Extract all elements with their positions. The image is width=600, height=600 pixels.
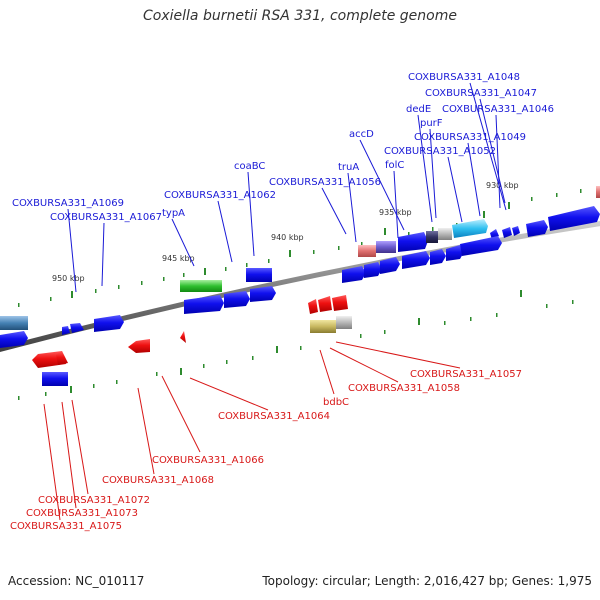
gene-arrow[interactable] [70,323,84,333]
gene-label[interactable]: COXBURSA331_A1064 [218,411,330,422]
gene-blue-rev[interactable] [42,372,68,386]
gene-label[interactable]: COXBURSA331_A1062 [164,190,276,201]
gene-label[interactable]: COXBURSA331_A1046 [442,104,554,115]
forward-labels: COXBURSA331_A1048 COXBURSA331_A1047 dedE… [12,72,554,223]
gene-label[interactable]: coaBC [234,161,265,172]
gene-arrow[interactable] [548,206,600,231]
scale-label-945kbp: 945 kbp [162,254,195,263]
gene-label[interactable]: COXBURSA331_A1057 [410,369,522,380]
gene-arrow[interactable] [526,220,548,237]
gene-pink-edge[interactable] [596,186,600,198]
gene-gray-rev[interactable] [336,316,352,329]
accession-text: Accession: NC_010117 [8,574,145,588]
gene-arrow[interactable] [250,286,276,302]
gene-arrow[interactable] [398,232,428,252]
gene-arrow[interactable] [380,257,400,274]
gene-label[interactable]: COXBURSA331_A1069 [12,198,124,209]
gene-steel[interactable] [0,316,28,330]
gene-label[interactable]: accD [349,129,374,140]
gene-gray[interactable] [438,228,452,240]
gene-label[interactable]: COXBURSA331_A1048 [408,72,520,83]
gene-label[interactable]: COXBURSA331_A1066 [152,455,264,466]
genome-title: Coxiella burnetii RSA 331, complete geno… [143,8,457,24]
gene-label[interactable]: purF [420,118,443,129]
scale-label-930kbp: 930 kbp [486,181,519,190]
gene-arrow[interactable] [224,291,250,308]
gene-arrow[interactable] [342,266,366,283]
gene-label[interactable]: typA [162,208,185,219]
gene-label[interactable]: COXBURSA331_A1067 [50,212,162,223]
gene-arrow[interactable] [446,245,464,261]
gene-arrow-rev[interactable] [180,331,186,343]
gene-label[interactable]: COXBURSA331_A1073 [26,508,138,519]
gene-label[interactable]: COXBURSA331_A1058 [348,383,460,394]
gene-arrow[interactable] [94,315,124,332]
forward-label-lines [67,82,507,293]
gene-green[interactable] [180,280,222,292]
gene-arrow[interactable] [0,331,28,348]
gene-arrow-rev[interactable] [56,351,68,365]
gene-label[interactable]: COXBURSA331_A1049 [414,132,526,143]
forward-tick-track [18,189,582,307]
gene-arrow-rev[interactable] [332,295,348,311]
reverse-labels: COXBURSA331_A1057 COXBURSA331_A1058 bdbC… [10,369,522,532]
gene-olive[interactable] [310,320,336,333]
gene-arrow[interactable] [364,262,382,278]
gene-label[interactable]: folC [385,160,404,171]
gene-arrow[interactable] [460,236,502,256]
gene-arrow-rev[interactable] [318,296,332,312]
gene-label[interactable]: dedE [406,104,431,115]
gene-arrow[interactable] [402,251,430,269]
gene-arrow-rev[interactable] [308,299,318,314]
gene-arrow[interactable] [502,227,512,238]
gene-label[interactable]: COXBURSA331_A1075 [10,521,122,532]
gene-label[interactable]: COXBURSA331_A1068 [102,475,214,486]
gene-arrow[interactable] [430,249,446,265]
gene-blue[interactable] [246,268,272,282]
scale-label-950kbp: 950 kbp [52,274,85,283]
reverse-gene-track [32,295,352,386]
gene-label[interactable]: COXBURSA331_A1052 [384,146,496,157]
gene-label[interactable]: bdbC [323,397,349,408]
gene-arrow[interactable] [184,295,224,314]
gene-label[interactable]: COXBURSA331_A1047 [425,88,537,99]
gene-arrow-rev[interactable] [128,339,150,353]
gene-arrow[interactable] [512,226,520,236]
gene-purple[interactable] [376,241,396,253]
forward-gene-track-inner [0,236,502,348]
reverse-tick-track [18,290,574,400]
gene-navy[interactable] [426,231,438,243]
scale-label-940kbp: 940 kbp [271,233,304,242]
gene-label[interactable]: COXBURSA331_A1056 [269,177,381,188]
gene-arrow[interactable] [62,326,70,335]
gene-cyan[interactable] [452,219,488,238]
gene-label[interactable]: COXBURSA331_A1072 [38,495,150,506]
gene-label[interactable]: truA [338,162,359,173]
gene-pink[interactable] [358,245,376,257]
reverse-label-lines [43,341,461,521]
genome-summary-text: Topology: circular; Length: 2,016,427 bp… [262,574,592,588]
